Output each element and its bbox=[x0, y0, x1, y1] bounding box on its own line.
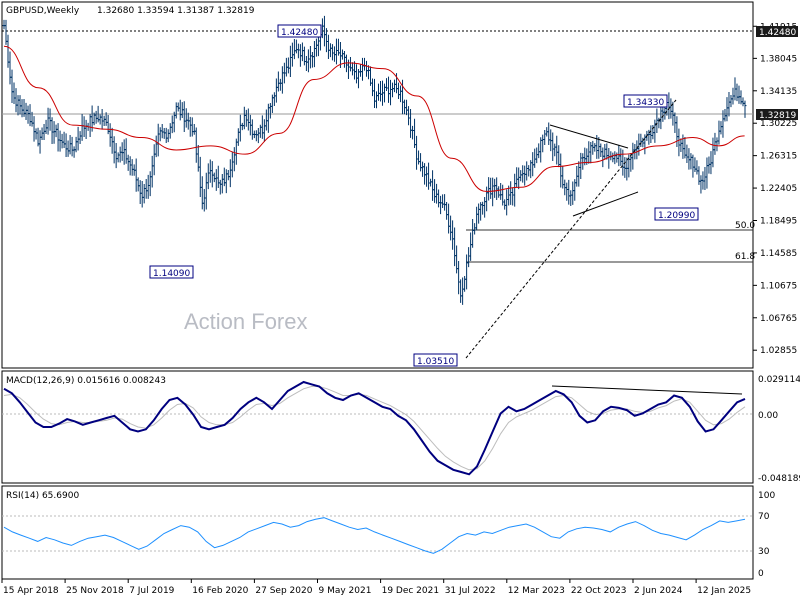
last-price-tag bbox=[756, 109, 798, 120]
time-tick-label: 25 Nov 2018 bbox=[66, 586, 124, 596]
svg-text:1.03510: 1.03510 bbox=[417, 357, 454, 367]
time-tick-label: 19 Dec 2021 bbox=[382, 586, 440, 596]
watermark: Action Forex bbox=[184, 309, 308, 334]
price-tick-label: 1.02855 bbox=[760, 346, 797, 356]
triangle-upper-line bbox=[549, 124, 629, 149]
price-tick-label: 1.30225 bbox=[760, 119, 797, 129]
macd-tick-top: 0.029114 bbox=[758, 375, 800, 385]
last-price-label: 1.32819 bbox=[759, 111, 796, 121]
price-tick-label: 1.14585 bbox=[760, 249, 797, 259]
time-tick-label: 16 Feb 2020 bbox=[192, 586, 248, 596]
rsi-tick-70: 70 bbox=[758, 512, 770, 522]
rsi-header: RSI(14) 65.6900 bbox=[6, 491, 79, 501]
time-tick-label: 15 Apr 2018 bbox=[3, 586, 59, 596]
macd-tick-bottom: -0.048189 bbox=[758, 474, 800, 484]
macd-header: MACD(12,26,9) 0.015616 0.008243 bbox=[6, 376, 166, 386]
rsi-tick-30: 30 bbox=[758, 547, 770, 557]
highlight-price-label: 1.42480 bbox=[759, 28, 796, 38]
svg-text:1.42480: 1.42480 bbox=[281, 28, 318, 38]
rsi-tick-100: 100 bbox=[758, 491, 775, 501]
price-tick-label: 1.06765 bbox=[760, 314, 797, 324]
price-tick-label: 1.38045 bbox=[760, 54, 797, 64]
label-1-03510: 1.03510 bbox=[413, 353, 458, 367]
label-1-42480: 1.42480 bbox=[277, 24, 322, 38]
fib-50-label: 50.0 bbox=[735, 221, 755, 231]
symbol-header: GBPUSD,Weekly bbox=[6, 6, 80, 16]
svg-text:1.14090: 1.14090 bbox=[153, 269, 190, 279]
time-tick-label: 7 Jul 2019 bbox=[129, 586, 174, 596]
price-tick-label: 1.26315 bbox=[760, 152, 797, 162]
time-axis: 15 Apr 2018 25 Nov 2018 7 Jul 2019 16 Feb 2… bbox=[1, 579, 751, 596]
rsi-line bbox=[3, 517, 746, 554]
macd-trendline bbox=[551, 385, 743, 395]
rsi-panel: RSI(14) 65.6900 100 70 30 0 bbox=[1, 485, 775, 580]
price-bars bbox=[2, 15, 747, 305]
macd-panel-frame bbox=[1, 370, 754, 484]
time-tick-label: 2 Jun 2024 bbox=[634, 586, 683, 596]
price-panel-frame bbox=[1, 1, 754, 369]
time-tick-label: 27 Sep 2020 bbox=[255, 586, 312, 596]
price-tick-label: 1.22405 bbox=[760, 184, 797, 194]
fib-61-8-label: 61.8 bbox=[735, 252, 755, 262]
time-tick-label: 31 Jul 2022 bbox=[445, 586, 496, 596]
price-tick-label: 1.34135 bbox=[760, 87, 797, 97]
highlight-price-tag bbox=[756, 26, 798, 37]
price-axis: 1.419151.380451.341351.302251.263151.224… bbox=[753, 22, 798, 356]
macd-panel: MACD(12,26,9) 0.015616 0.008243 0.029114… bbox=[1, 370, 800, 484]
time-tick-label: 12 Jan 2025 bbox=[697, 586, 751, 596]
svg-text:1.20990: 1.20990 bbox=[658, 211, 695, 221]
moving-average-line bbox=[3, 45, 745, 192]
time-tick-label: 22 Oct 2023 bbox=[571, 586, 627, 596]
price-bar bbox=[743, 100, 747, 118]
price-tick-label: 1.18495 bbox=[760, 216, 797, 226]
macd-tick-zero: 0.00 bbox=[758, 411, 778, 421]
svg-text:1.34330: 1.34330 bbox=[627, 98, 664, 108]
rsi-panel-frame bbox=[1, 485, 754, 580]
macd-main-line bbox=[3, 380, 746, 476]
price-panel: Action Forex GBPUSD,Weekly 1.32680 1.335… bbox=[1, 1, 755, 369]
time-tick-label: 12 Mar 2023 bbox=[508, 586, 565, 596]
ohlc-header: 1.32680 1.33594 1.31387 1.32819 bbox=[97, 6, 255, 16]
time-tick-label: 9 May 2021 bbox=[319, 586, 372, 596]
price-tick-label: 1.10675 bbox=[760, 281, 797, 291]
label-1-34330: 1.34330 bbox=[623, 94, 668, 108]
label-1-14090: 1.14090 bbox=[149, 265, 194, 279]
label-1-20990: 1.20990 bbox=[654, 207, 699, 221]
triangle-lower-line bbox=[572, 191, 639, 217]
rsi-tick-0: 0 bbox=[758, 569, 764, 579]
dashed-trendline bbox=[465, 99, 677, 359]
